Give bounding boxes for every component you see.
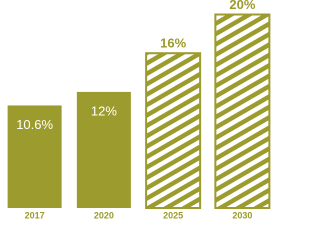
value-label: 12% bbox=[91, 103, 117, 118]
bar bbox=[214, 13, 271, 210]
x-tick-label: 2020 bbox=[94, 210, 114, 220]
value-label: 16% bbox=[160, 36, 186, 51]
chart: 2017 10.6% 2020 12% 2025 16% 2030 20% bbox=[7, 0, 271, 220]
value-label: 10.6% bbox=[16, 117, 53, 132]
x-tick-label: 2017 bbox=[25, 210, 45, 220]
bar bbox=[7, 105, 62, 208]
bar bbox=[76, 91, 131, 208]
bar bbox=[145, 52, 202, 209]
x-tick-label: 2030 bbox=[232, 210, 252, 220]
x-tick-label: 2025 bbox=[163, 210, 183, 220]
value-label: 20% bbox=[229, 0, 255, 12]
